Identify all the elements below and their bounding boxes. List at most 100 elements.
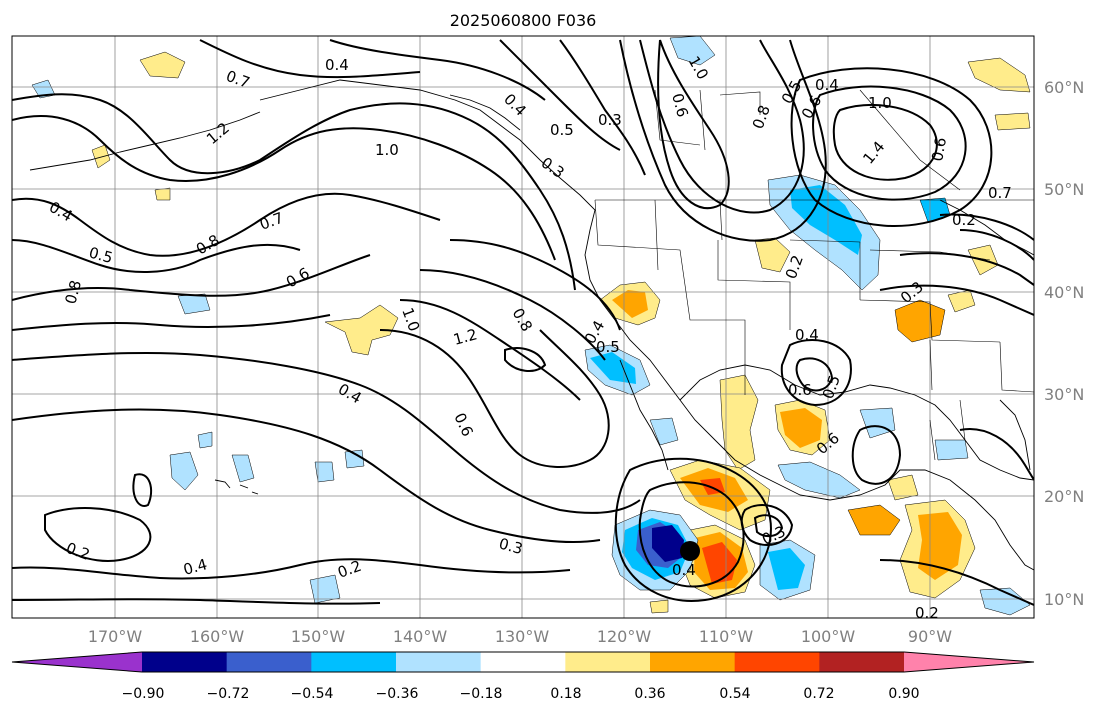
contour-label: 0.6 (668, 91, 692, 119)
contour-label: 1.0 (375, 141, 399, 159)
colorbar-tick-label: −0.72 (207, 686, 250, 702)
shade-pos-25 (887, 474, 919, 501)
shade-pos-8 (719, 374, 759, 471)
lat-label: 40°N (1044, 283, 1084, 302)
shade-neg-8 (590, 352, 636, 384)
lat-label: 30°N (1044, 385, 1084, 404)
contour-label: 0.2 (915, 604, 939, 622)
colorbar-segments (11, 651, 1035, 673)
contour-label: 0.3 (497, 534, 525, 558)
gridlines (12, 36, 1034, 618)
contour-label: 0.3 (598, 111, 622, 129)
shade-pos-10 (780, 408, 822, 448)
lon-label: 100°W (801, 627, 856, 646)
colorbar-tick-label: 0.90 (888, 686, 919, 702)
shade-pos-23 (967, 57, 1031, 93)
shade-neg-26 (649, 599, 669, 614)
colorbar-segment (480, 652, 566, 672)
shade-neg-22 (777, 461, 861, 499)
contour-label: 1.2 (451, 325, 479, 349)
lon-label: 110°W (699, 627, 754, 646)
colorbar-segment (650, 652, 736, 672)
colorbar-segment (226, 652, 312, 672)
colorbar-segment (396, 652, 482, 672)
contour-label: 0.6 (788, 381, 812, 399)
contour-label: 0.5 (550, 121, 574, 139)
colorbar: −0.90 −0.72 −0.54 −0.36 −0.18 0.18 0.36 … (11, 651, 1035, 702)
lon-label: 150°W (291, 627, 346, 646)
shade-neg-15 (649, 417, 679, 446)
colorbar-segment (142, 652, 228, 672)
lat-label: 50°N (1044, 180, 1084, 199)
contour-label: 0.4 (795, 326, 819, 344)
longitude-labels: 170°W 160°W 150°W 140°W 130°W 120°W 110°… (88, 627, 952, 646)
colorbar-tick-label: −0.18 (460, 686, 503, 702)
coastlines (29, 79, 1034, 571)
contour-label: 0.8 (61, 278, 85, 306)
colorbar-segment (734, 652, 820, 672)
colorbar-tick-label: −0.54 (291, 686, 334, 702)
colorbar-tick-label: 0.54 (719, 686, 750, 702)
shade-neg-23 (859, 407, 896, 439)
shade-pos-20 (894, 299, 946, 343)
lon-label: 130°W (495, 627, 550, 646)
contour-label: 0.4 (325, 56, 349, 74)
colorbar-segment (311, 652, 397, 672)
shade-neg-11 (197, 431, 213, 449)
colorbar-extend-high (904, 652, 1034, 672)
colorbar-extend-low (12, 652, 142, 672)
shade-pos-19 (918, 512, 962, 580)
shade-neg-21 (768, 548, 805, 590)
lat-label: 10°N (1044, 590, 1084, 609)
shade-pos-7 (754, 237, 791, 273)
shade-neg-12 (314, 461, 335, 483)
colorbar-tick-label: −0.36 (376, 686, 419, 702)
map-panel: 0.4 0.4 1.0 0.6 0.3 0.5 1.0 0.6 0.8 0.5 … (11, 35, 1035, 622)
shade-pos-6 (612, 290, 648, 318)
lat-label: 20°N (1044, 487, 1084, 506)
shade-neg-4 (790, 185, 862, 255)
colorbar-ticks: −0.90 −0.72 −0.54 −0.36 −0.18 0.18 0.36 … (122, 686, 920, 702)
shade-pos-4 (324, 304, 399, 356)
contour-label: 0.6 (928, 136, 950, 163)
shade-neg-14 (309, 574, 341, 604)
contour-label: 0.5 (596, 338, 620, 356)
colorbar-tick-label: 0.72 (803, 686, 834, 702)
lon-label: 120°W (597, 627, 652, 646)
latitude-labels: 60°N 50°N 40°N 30°N 20°N 10°N (1044, 78, 1084, 609)
contour-label: 0.5 (87, 243, 115, 267)
shade-pos-24 (994, 112, 1031, 131)
colorbar-segment (565, 652, 651, 672)
shade-neg-10 (231, 454, 255, 483)
figure-title: 2025060800 F036 (450, 11, 597, 30)
shade-neg-19 (652, 525, 684, 562)
shade-neg-9 (169, 451, 199, 491)
lon-label: 90°W (908, 627, 952, 646)
shade-neg-13 (344, 449, 365, 469)
colorbar-outline (11, 651, 1035, 673)
cyclone-marker (680, 541, 700, 561)
contour-label: 0.4 (181, 555, 209, 579)
colorbar-segment (819, 652, 905, 672)
colorbar-tick-label: 0.36 (634, 686, 665, 702)
lon-label: 170°W (88, 627, 143, 646)
shade-neg-25 (979, 587, 1031, 616)
contour-label: 0.4 (672, 561, 696, 579)
shading (31, 36, 1031, 616)
shade-pos-1 (139, 51, 186, 79)
colorbar-tick-label: 0.18 (550, 686, 581, 702)
shade-pos-2 (91, 144, 111, 169)
lat-label: 60°N (1044, 78, 1084, 97)
colorbar-tick-label: −0.90 (122, 686, 165, 702)
shade-pos-3 (154, 187, 171, 201)
shade-pos-17 (847, 504, 901, 536)
contour-label: 0.7 (988, 184, 1012, 202)
contour-label: 0.2 (952, 211, 976, 229)
shade-neg-24 (934, 439, 969, 461)
contour-label: 1.0 (868, 94, 892, 112)
lon-label: 140°W (393, 627, 448, 646)
lon-label: 160°W (190, 627, 245, 646)
contours (12, 39, 1034, 606)
contour-label: 0.4 (815, 76, 839, 94)
